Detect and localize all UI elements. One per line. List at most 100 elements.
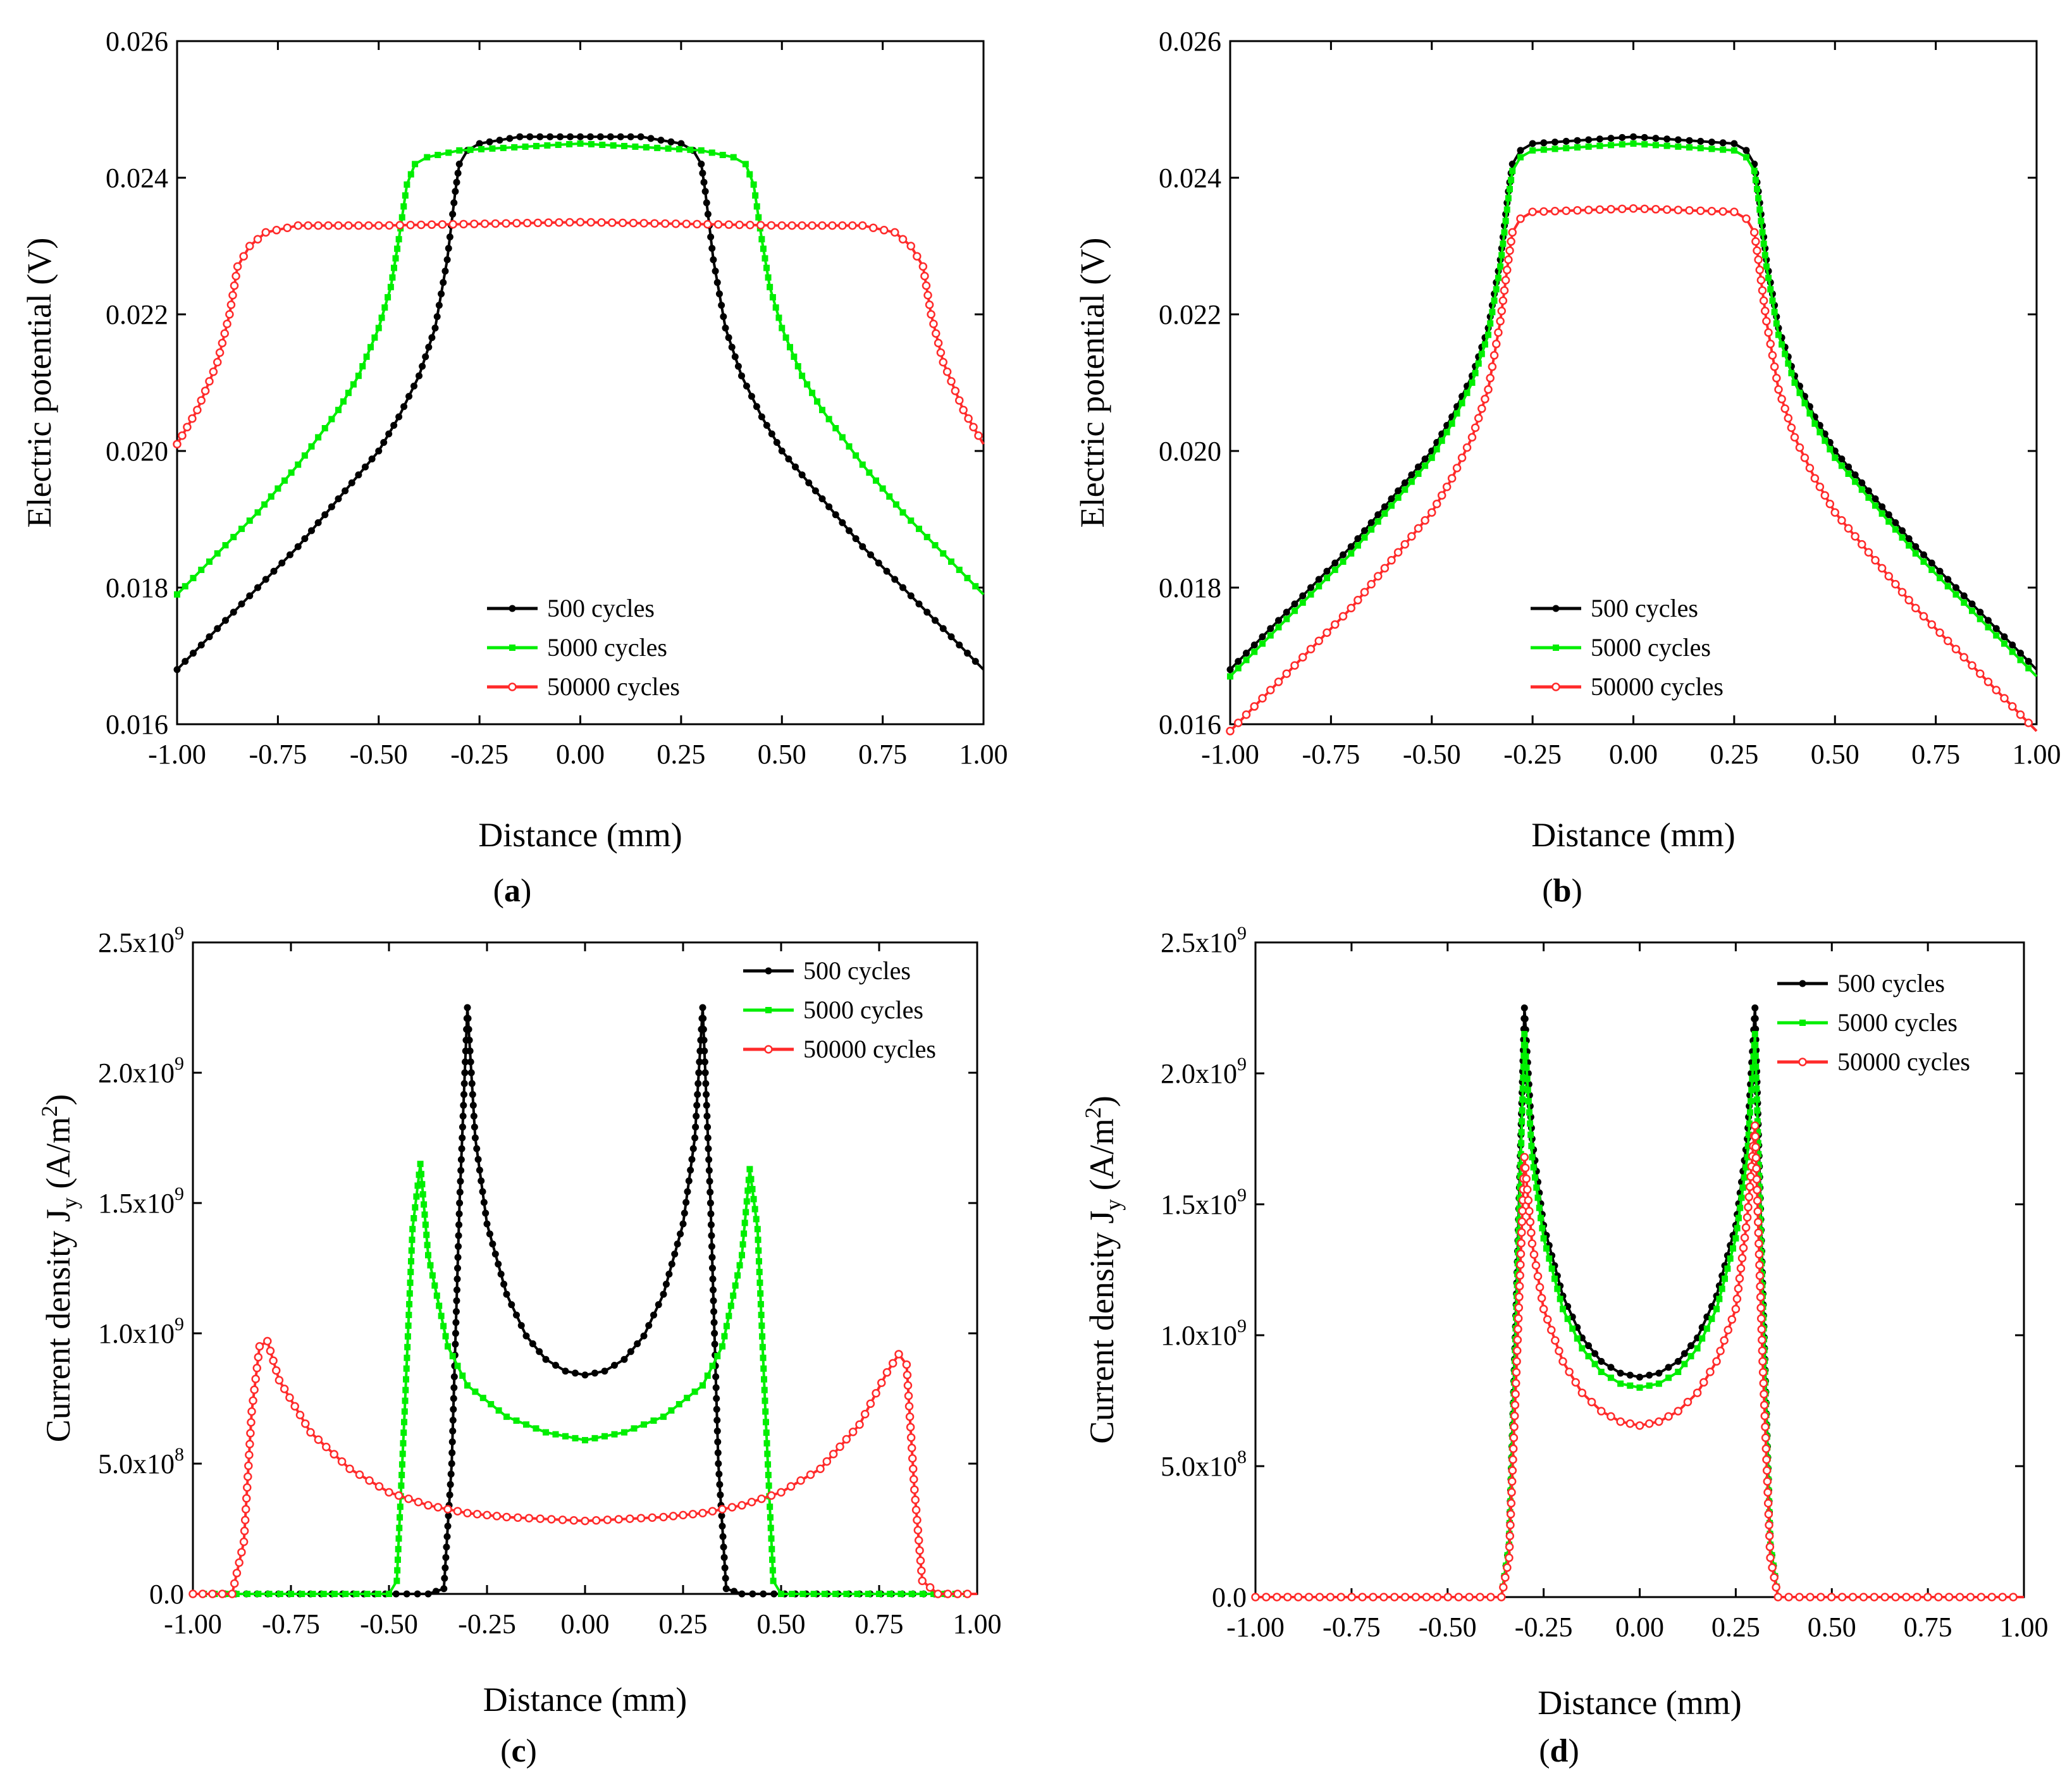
data-point <box>183 423 192 431</box>
data-point <box>1752 1025 1760 1033</box>
data-point <box>1529 1154 1536 1161</box>
data-point <box>442 1333 449 1340</box>
data-point <box>747 1498 756 1507</box>
data-point <box>1513 1335 1522 1345</box>
data-point <box>375 447 383 455</box>
data-point <box>1283 608 1290 616</box>
data-point <box>479 1395 486 1402</box>
data-point <box>495 1261 502 1268</box>
data-point <box>948 558 954 565</box>
data-point <box>703 1090 710 1098</box>
data-point <box>645 1322 653 1330</box>
data-point <box>495 1407 502 1414</box>
data-point <box>934 1589 942 1598</box>
data-point <box>385 221 394 230</box>
data-point <box>1976 615 1983 622</box>
x-tick-label: 0.50 <box>757 1608 806 1639</box>
data-point <box>764 1450 771 1457</box>
series-50000-cycles <box>1226 204 2038 736</box>
data-point <box>197 396 206 405</box>
data-point <box>1526 1218 1535 1226</box>
data-point <box>400 1429 407 1436</box>
data-point <box>448 1460 455 1467</box>
data-point <box>710 256 717 264</box>
data-point <box>1501 229 1508 236</box>
data-point <box>713 1416 721 1424</box>
data-point <box>1992 625 2000 633</box>
data-point <box>891 228 899 237</box>
data-point <box>1674 1407 1682 1416</box>
data-point <box>228 1589 237 1598</box>
data-point <box>406 1290 413 1297</box>
data-point <box>321 425 328 431</box>
x-tick-label: 0.75 <box>858 739 907 770</box>
data-point <box>910 1485 919 1494</box>
data-point <box>424 1242 431 1249</box>
data-point <box>1718 207 1727 216</box>
data-point <box>1754 1239 1763 1248</box>
data-point <box>1760 1411 1770 1421</box>
data-point <box>1651 205 1660 214</box>
data-point <box>765 274 772 281</box>
data-point <box>1374 511 1382 519</box>
data-point <box>408 1258 415 1265</box>
data-point <box>703 219 712 229</box>
x-tick-label: -0.50 <box>1419 1612 1477 1643</box>
data-point <box>460 1102 467 1109</box>
data-point <box>712 268 719 275</box>
data-point <box>671 1250 679 1258</box>
data-point <box>654 144 661 151</box>
y-tick-exponent: 9 <box>175 1314 184 1335</box>
data-point <box>1773 320 1780 327</box>
data-point <box>213 357 222 367</box>
data-point <box>1878 510 1885 517</box>
data-point <box>1393 548 1403 557</box>
data-point <box>1811 420 1818 427</box>
data-point <box>709 1275 717 1283</box>
data-point <box>455 1210 463 1218</box>
data-point <box>1347 1593 1356 1602</box>
data-point <box>671 219 681 228</box>
data-point <box>503 1413 510 1420</box>
data-point <box>446 1491 453 1498</box>
data-point <box>1762 1466 1772 1475</box>
data-point <box>1507 237 1515 246</box>
data-point <box>300 1419 310 1428</box>
data-point <box>1912 550 1919 557</box>
data-point <box>261 228 270 237</box>
x-tick-label: 0.75 <box>1911 739 1960 770</box>
data-point <box>331 1591 338 1597</box>
data-point <box>738 372 745 380</box>
data-point <box>650 219 659 228</box>
data-point <box>1497 1593 1506 1602</box>
data-point <box>392 1590 400 1598</box>
data-point <box>455 160 463 168</box>
legend-marker <box>1552 605 1560 612</box>
data-point <box>228 291 237 300</box>
data-point <box>364 1591 371 1597</box>
data-point <box>491 1250 499 1258</box>
data-point <box>242 1494 251 1503</box>
data-point <box>239 252 248 261</box>
data-point <box>455 1232 462 1239</box>
data-point <box>923 534 930 541</box>
data-point <box>693 1113 700 1120</box>
data-point <box>567 133 574 140</box>
data-point <box>684 1395 691 1402</box>
data-point <box>419 1191 426 1198</box>
data-point <box>1507 1498 1516 1508</box>
data-point <box>1525 1098 1532 1105</box>
data-point <box>1226 666 1234 674</box>
data-point <box>431 1282 438 1289</box>
data-point <box>728 343 736 351</box>
data-point <box>760 1354 767 1361</box>
data-point <box>708 245 716 252</box>
data-point <box>1897 588 1907 596</box>
data-point <box>1571 1378 1580 1387</box>
data-point <box>1511 1390 1520 1398</box>
data-point <box>1569 1325 1576 1332</box>
data-point <box>1517 1161 1524 1168</box>
data-point <box>1767 286 1774 293</box>
